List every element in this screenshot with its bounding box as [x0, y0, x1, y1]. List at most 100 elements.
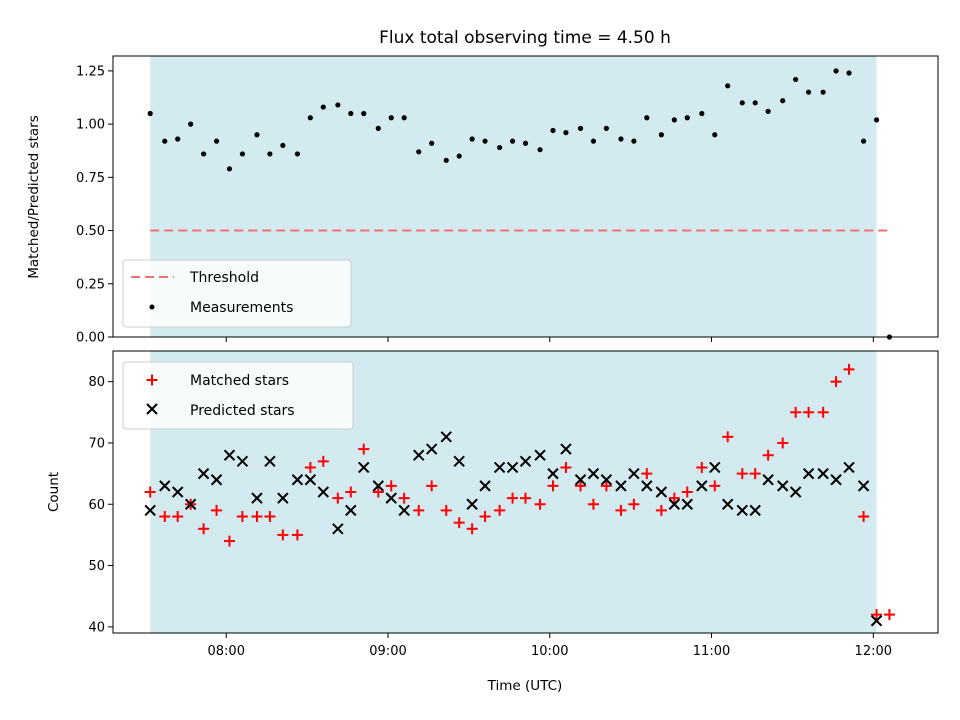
- matched-star-point: [547, 480, 559, 492]
- matched-star-point: [507, 492, 519, 504]
- bottom-y-tick-label: 40: [88, 620, 105, 635]
- measurement-point: [280, 142, 286, 149]
- measurement-point: [162, 138, 168, 144]
- measurement-point: [537, 147, 543, 153]
- predicted-star-point: [264, 455, 276, 468]
- matched-star-point: [736, 468, 748, 480]
- matched-star-point: [843, 363, 855, 375]
- predicted-star-point: [493, 461, 506, 474]
- predicted-star-point: [251, 492, 263, 504]
- x-tick-label: 12:00: [855, 644, 892, 659]
- legend-matched-marker: [146, 374, 158, 386]
- bottom-y-tick-label: 50: [88, 559, 105, 574]
- measurement-point: [254, 132, 260, 138]
- matched-star-point: [198, 523, 210, 535]
- top-y-tick-label: 0.25: [76, 277, 105, 292]
- predicted-star-point: [600, 474, 613, 486]
- bottom-legend: Matched stars Predicted stars: [122, 361, 354, 430]
- measurement-point: [375, 125, 381, 131]
- predicted-star-point: [317, 486, 330, 498]
- matched-star-point: [883, 609, 895, 621]
- measurement-point: [644, 115, 650, 121]
- matched-star-point: [858, 511, 870, 523]
- measurement-point: [361, 110, 367, 117]
- predicted-star-point: [413, 449, 425, 461]
- measurement-point: [482, 138, 488, 144]
- predicted-star-point: [870, 615, 883, 627]
- bottom-y-tick-label: 70: [88, 436, 105, 451]
- top-plot-frame: [112, 55, 939, 338]
- top-panel: 0.00 0.25 0.50 0.75 1.00 1.25 Matched/Predict…: [26, 55, 939, 346]
- matched-star-point: [385, 480, 397, 492]
- matched-star-point: [211, 504, 223, 516]
- measurement-point: [388, 115, 394, 121]
- legend-matched-label: Matched stars: [190, 373, 289, 389]
- predicted-star-point: [159, 480, 171, 492]
- bottom-plot-frame: [112, 350, 939, 634]
- predicted-star-point: [830, 474, 842, 486]
- top-y-axis-label: Matched/Predicted stars: [26, 115, 42, 278]
- matched-star-point: [466, 523, 478, 535]
- matched-star-point: [479, 511, 491, 523]
- measurement-point: [175, 136, 181, 142]
- predicted-star-point: [385, 492, 397, 504]
- matched-star-point: [655, 504, 667, 516]
- measurement-point: [307, 115, 313, 121]
- measurement-point: [294, 151, 301, 157]
- predicted-star-point: [776, 480, 789, 492]
- predicted-star-point: [210, 474, 223, 486]
- measurement-point: [833, 68, 839, 74]
- bottom-y-tick-label: 60: [88, 498, 105, 513]
- matched-star-point: [358, 443, 370, 455]
- matched-star-point: [600, 480, 612, 492]
- measurement-point: [522, 140, 529, 146]
- matched-star-point: [777, 437, 789, 449]
- x-tick-label: 11:00: [693, 644, 730, 659]
- predicted-star-point: [332, 523, 344, 535]
- x-tick-label: 09:00: [369, 644, 406, 659]
- top-legend-box: [122, 259, 352, 328]
- measurement-point: [226, 166, 233, 172]
- predicted-star-point: [358, 461, 370, 474]
- legend-measurements-marker: [149, 304, 155, 310]
- predicted-star-point: [615, 480, 627, 492]
- predicted-star-point: [345, 504, 357, 517]
- matched-star-point: [615, 504, 627, 516]
- predicted-star-point: [802, 467, 815, 480]
- predicted-star-point: [628, 467, 640, 480]
- measurement-point: [846, 70, 852, 76]
- matched-star-point: [413, 504, 425, 516]
- top-y-tick-label: 0.50: [76, 224, 105, 239]
- matched-star-point: [830, 376, 842, 388]
- matched-star-point: [534, 498, 546, 510]
- matched-star-point: [575, 480, 586, 492]
- measurement-point: [805, 89, 812, 95]
- predicted-star-point: [721, 498, 734, 510]
- predicted-star-point: [144, 504, 156, 517]
- measurement-point: [739, 100, 745, 106]
- matched-star-point: [332, 492, 344, 504]
- top-y-tick-label: 1.25: [76, 64, 105, 79]
- measurement-point: [401, 115, 407, 121]
- matched-star-point: [398, 492, 410, 504]
- measurement-point: [793, 76, 799, 83]
- matched-star-point: [817, 406, 829, 418]
- x-axis-label: Time (UTC): [487, 678, 563, 694]
- measurement-point: [320, 104, 326, 110]
- top-y-tick-label: 0.00: [76, 331, 105, 346]
- measurement-point: [416, 149, 422, 155]
- matched-star-point: [587, 498, 599, 510]
- measurement-point: [684, 115, 690, 121]
- top-y-tick-label: 0.75: [76, 171, 105, 186]
- predicted-star-point: [466, 498, 478, 510]
- matched-star-point: [317, 455, 329, 467]
- predicted-star-point: [519, 455, 532, 468]
- predicted-star-point: [681, 498, 693, 510]
- matched-star-point: [251, 511, 263, 523]
- measurement-point: [590, 138, 597, 144]
- matched-star-point: [236, 511, 248, 523]
- x-tick-label: 10:00: [531, 644, 568, 659]
- chart-title: Flux total observing time = 4.50 h: [379, 28, 671, 48]
- predicted-star-point: [291, 474, 304, 486]
- measurement-point: [239, 151, 246, 157]
